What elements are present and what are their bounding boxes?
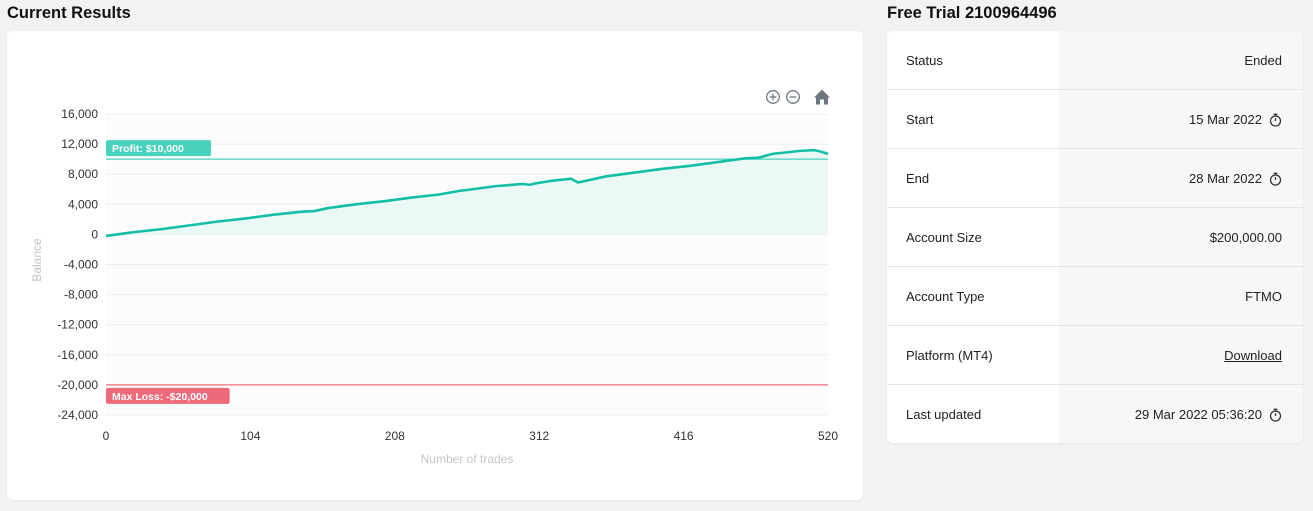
- info-row-account-size: Account Size $200,000.00: [887, 208, 1303, 267]
- y-tick-label: 8,000: [68, 167, 98, 181]
- account-type-value: FTMO: [1245, 289, 1282, 304]
- x-tick-label: 520: [818, 429, 838, 443]
- y-tick-label: 0: [91, 227, 98, 241]
- account-size-value-cell: $200,000.00: [1058, 208, 1303, 267]
- row-divider: [887, 384, 1303, 385]
- end-label: End: [906, 171, 930, 186]
- balance-line: [105, 148, 829, 238]
- balance-chart-card: Profit: $10,000 Max Loss: -$20,000 16,000…: [7, 31, 863, 500]
- platform-label: Platform (MT4): [906, 348, 993, 363]
- info-row-account-type: Account Type FTMO: [887, 267, 1303, 326]
- y-tick-label: 16,000: [61, 107, 98, 121]
- y-tick-label: -12,000: [57, 318, 98, 332]
- last-updated-value-cell: 29 Mar 2022 05:36:20: [1058, 385, 1303, 443]
- start-value: 15 Mar 2022: [1189, 112, 1262, 127]
- account-title: Free Trial 2100964496: [887, 4, 1057, 22]
- zoom-in-icon[interactable]: [766, 90, 780, 104]
- y-tick-label: -16,000: [57, 348, 98, 362]
- account-info-card: Status Ended Start 15 Mar 2022 End 28 Ma…: [887, 31, 1303, 443]
- row-divider: [887, 148, 1303, 149]
- zoom-out-icon[interactable]: [786, 90, 800, 104]
- start-label: Start: [906, 112, 934, 127]
- y-tick-label: -8,000: [64, 288, 98, 302]
- x-tick-label: 208: [385, 429, 405, 443]
- last-updated-label: Last updated: [906, 407, 982, 422]
- info-row-platform: Platform (MT4) Download: [887, 326, 1303, 385]
- y-tick-label: 12,000: [61, 137, 98, 151]
- profit-threshold-badge: [106, 140, 211, 157]
- start-value-cell: 15 Mar 2022: [1058, 90, 1303, 149]
- stopwatch-icon: [1269, 172, 1282, 186]
- account-size-label: Account Size: [906, 230, 982, 245]
- account-type-label: Account Type: [906, 289, 985, 304]
- x-tick-label: 416: [674, 429, 694, 443]
- y-tick-label: -24,000: [57, 408, 98, 422]
- row-divider: [887, 207, 1303, 208]
- info-row-start: Start 15 Mar 2022: [887, 90, 1303, 149]
- row-divider: [887, 325, 1303, 326]
- y-tick-label: 4,000: [68, 197, 98, 211]
- balance-chart: Profit: $10,000 Max Loss: -$20,000 16,000…: [30, 89, 838, 466]
- status-value-cell: Ended: [1058, 31, 1303, 90]
- account-size-value: $200,000.00: [1209, 230, 1282, 245]
- last-updated-value: 29 Mar 2022 05:36:20: [1134, 407, 1262, 422]
- stopwatch-icon: [1269, 408, 1282, 422]
- y-tick-label: -20,000: [57, 378, 98, 392]
- platform-value-cell: Download: [1058, 326, 1303, 385]
- x-tick-label: 312: [529, 429, 549, 443]
- info-row-status: Status Ended: [887, 31, 1303, 90]
- x-axis-label: Number of trades: [421, 452, 514, 466]
- info-row-end: End 28 Mar 2022: [887, 149, 1303, 208]
- download-link[interactable]: Download: [1224, 348, 1282, 363]
- info-row-last-updated: Last updated 29 Mar 2022 05:36:20: [887, 385, 1303, 443]
- profit-threshold-label: Profit: $10,000: [112, 143, 184, 155]
- x-tick-label: 0: [103, 429, 110, 443]
- status-label: Status: [906, 53, 943, 68]
- home-icon[interactable]: [814, 89, 830, 105]
- status-value: Ended: [1244, 53, 1282, 68]
- end-value: 28 Mar 2022: [1189, 171, 1262, 186]
- stopwatch-icon: [1269, 113, 1282, 127]
- loss-threshold-label: Max Loss: -$20,000: [112, 391, 208, 403]
- loss-threshold-badge: [106, 387, 230, 404]
- account-type-value-cell: FTMO: [1058, 267, 1303, 326]
- row-divider: [887, 89, 1303, 90]
- row-divider: [887, 266, 1303, 267]
- current-results-title: Current Results: [7, 4, 131, 22]
- y-tick-label: -4,000: [64, 258, 98, 272]
- end-value-cell: 28 Mar 2022: [1058, 149, 1303, 208]
- x-tick-label: 104: [240, 429, 260, 443]
- y-axis-label: Balance: [30, 238, 44, 282]
